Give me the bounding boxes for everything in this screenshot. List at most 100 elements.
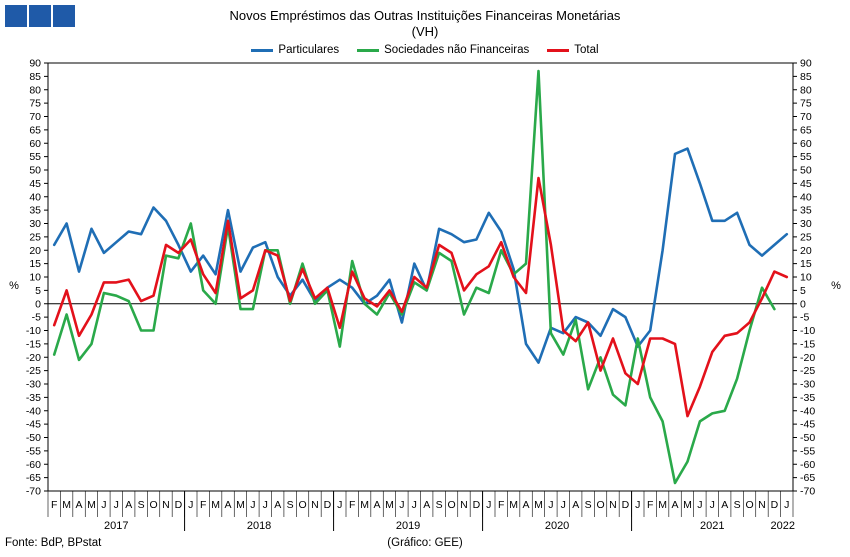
x-tick-label: J	[188, 499, 193, 511]
x-tick-label: M	[360, 499, 369, 511]
x-tick-label: J	[399, 499, 404, 511]
x-tick-label: N	[758, 499, 766, 511]
x-tick-label: M	[62, 499, 71, 511]
y-tick-label-left: -10	[26, 325, 41, 337]
y-tick-label-right: 5	[800, 285, 806, 297]
x-tick-label: D	[473, 499, 481, 511]
legend: Particulares Sociedades não Financeiras …	[0, 44, 850, 56]
x-tick-label: A	[423, 499, 430, 511]
credit-note: (Gráfico: GEE)	[387, 537, 463, 549]
x-tick-label: J	[697, 499, 702, 511]
y-tick-label-right: 30	[800, 218, 812, 230]
y-tick-label-right: -40	[800, 405, 815, 417]
y-tick-label-left: 55	[29, 151, 41, 163]
source-note: Fonte: BdP, BPstat	[5, 537, 102, 549]
y-tick-label-left: -20	[26, 352, 41, 364]
x-year-label: 2021	[700, 520, 724, 532]
x-year-label: 2018	[247, 520, 271, 532]
y-tick-label-left: -30	[26, 379, 41, 391]
y-tick-label-left: -25	[26, 365, 41, 377]
x-tick-label: A	[225, 499, 232, 511]
x-tick-label: M	[683, 499, 692, 511]
y-tick-label-right: 25	[800, 231, 812, 243]
legend-label: Total	[574, 44, 599, 56]
y-tick-label-left: 80	[29, 84, 41, 96]
x-tick-label: M	[385, 499, 394, 511]
legend-swatch	[357, 48, 380, 52]
y-tick-label-left: -70	[26, 486, 41, 498]
x-tick-label: F	[498, 499, 504, 511]
y-tick-label-right: 20	[800, 245, 812, 257]
x-tick-label: N	[162, 499, 170, 511]
x-year-label: 2020	[545, 520, 569, 532]
legend-swatch	[251, 48, 274, 52]
y-tick-label-right: 35	[800, 205, 812, 217]
y-tick-label-left: 20	[29, 245, 41, 257]
x-tick-label: J	[114, 499, 119, 511]
x-tick-label: S	[734, 499, 741, 511]
series-line-2	[52, 176, 789, 418]
y-tick-label-right: -70	[800, 486, 815, 498]
x-tick-label: J	[337, 499, 342, 511]
x-tick-label: S	[287, 499, 294, 511]
x-tick-label: J	[784, 499, 789, 511]
y-tick-label-right: -10	[800, 325, 815, 337]
x-tick-label: M	[658, 499, 667, 511]
x-tick-label: F	[349, 499, 355, 511]
y-tick-label-left: 50	[29, 165, 41, 177]
x-tick-label: D	[175, 499, 183, 511]
y-tick-label-right: -60	[800, 459, 815, 471]
x-tick-label: J	[561, 499, 566, 511]
x-tick-label: F	[200, 499, 206, 511]
x-tick-label: N	[311, 499, 319, 511]
y-axis-label-left: %	[9, 280, 19, 292]
y-tick-label-left: -55	[26, 445, 41, 457]
logo-block	[53, 5, 75, 27]
y-tick-label-right: -30	[800, 379, 815, 391]
x-tick-label: N	[460, 499, 468, 511]
legend-label: Particulares	[278, 44, 340, 56]
y-tick-label-left: -65	[26, 472, 41, 484]
x-tick-label: S	[138, 499, 145, 511]
y-tick-label-right: 10	[800, 272, 812, 284]
x-tick-label: F	[51, 499, 57, 511]
chart-title: Novos Empréstimos das Outras Instituiçõe…	[229, 8, 621, 23]
y-tick-label-left: 60	[29, 138, 41, 150]
x-tick-label: A	[672, 499, 679, 511]
x-tick-label: A	[274, 499, 281, 511]
chart-subtitle: (VH)	[411, 24, 439, 39]
y-tick-label-left: 75	[29, 98, 41, 110]
y-tick-label-right: -15	[800, 338, 815, 350]
logo-block	[5, 5, 27, 27]
y-tick-label-left: 40	[29, 191, 41, 203]
legend-item-particulares: Particulares	[251, 44, 339, 56]
x-tick-label: A	[523, 499, 530, 511]
y-tick-label-right: -65	[800, 472, 815, 484]
y-tick-label-left: 25	[29, 231, 41, 243]
x-tick-label: D	[622, 499, 630, 511]
x-tick-label: O	[149, 499, 157, 511]
y-tick-label-right: 85	[800, 71, 812, 83]
y-tick-label-right: 55	[800, 151, 812, 163]
x-tick-label: M	[87, 499, 96, 511]
y-tick-label-left: -5	[32, 312, 41, 324]
y-tick-label-left: 70	[29, 111, 41, 123]
y-tick-label-left: -50	[26, 432, 41, 444]
x-tick-label: F	[647, 499, 653, 511]
y-tick-label-left: 45	[29, 178, 41, 190]
x-tick-label: O	[447, 499, 455, 511]
x-tick-label: J	[548, 499, 553, 511]
x-year-label: 2017	[104, 520, 128, 532]
x-tick-label: O	[745, 499, 753, 511]
y-tick-label-right: 75	[800, 98, 812, 110]
y-tick-label-left: -15	[26, 338, 41, 350]
y-tick-label-left: 85	[29, 71, 41, 83]
y-tick-label-right: 70	[800, 111, 812, 123]
logo	[5, 5, 75, 27]
x-tick-label: A	[374, 499, 381, 511]
x-tick-label: O	[298, 499, 306, 511]
y-tick-label-left: 0	[35, 298, 41, 310]
x-tick-label: M	[211, 499, 220, 511]
x-tick-label: D	[771, 499, 779, 511]
